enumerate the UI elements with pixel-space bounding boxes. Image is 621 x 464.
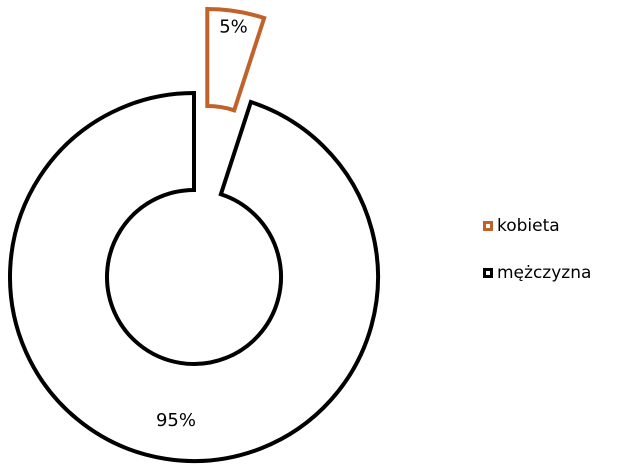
slices-group <box>8 7 380 463</box>
data-labels-group: 5% 95% <box>156 17 248 431</box>
slice-mężczyzna <box>8 90 380 463</box>
legend-item-kobieta: kobieta <box>483 214 621 238</box>
legend-item-mezczyzna: mężczyzna <box>483 261 621 285</box>
legend-swatch-kobieta <box>483 221 493 231</box>
legend-label-kobieta: kobieta <box>497 216 560 236</box>
data-label-mężczyzna: 95% <box>156 410 196 431</box>
legend-swatch-mezczyzna <box>483 268 493 278</box>
data-label-kobieta: 5% <box>219 17 248 38</box>
legend-label-mezczyzna: mężczyzna <box>497 263 592 283</box>
slice-kobieta <box>205 7 267 113</box>
legend: kobieta mężczyzna <box>483 214 621 308</box>
